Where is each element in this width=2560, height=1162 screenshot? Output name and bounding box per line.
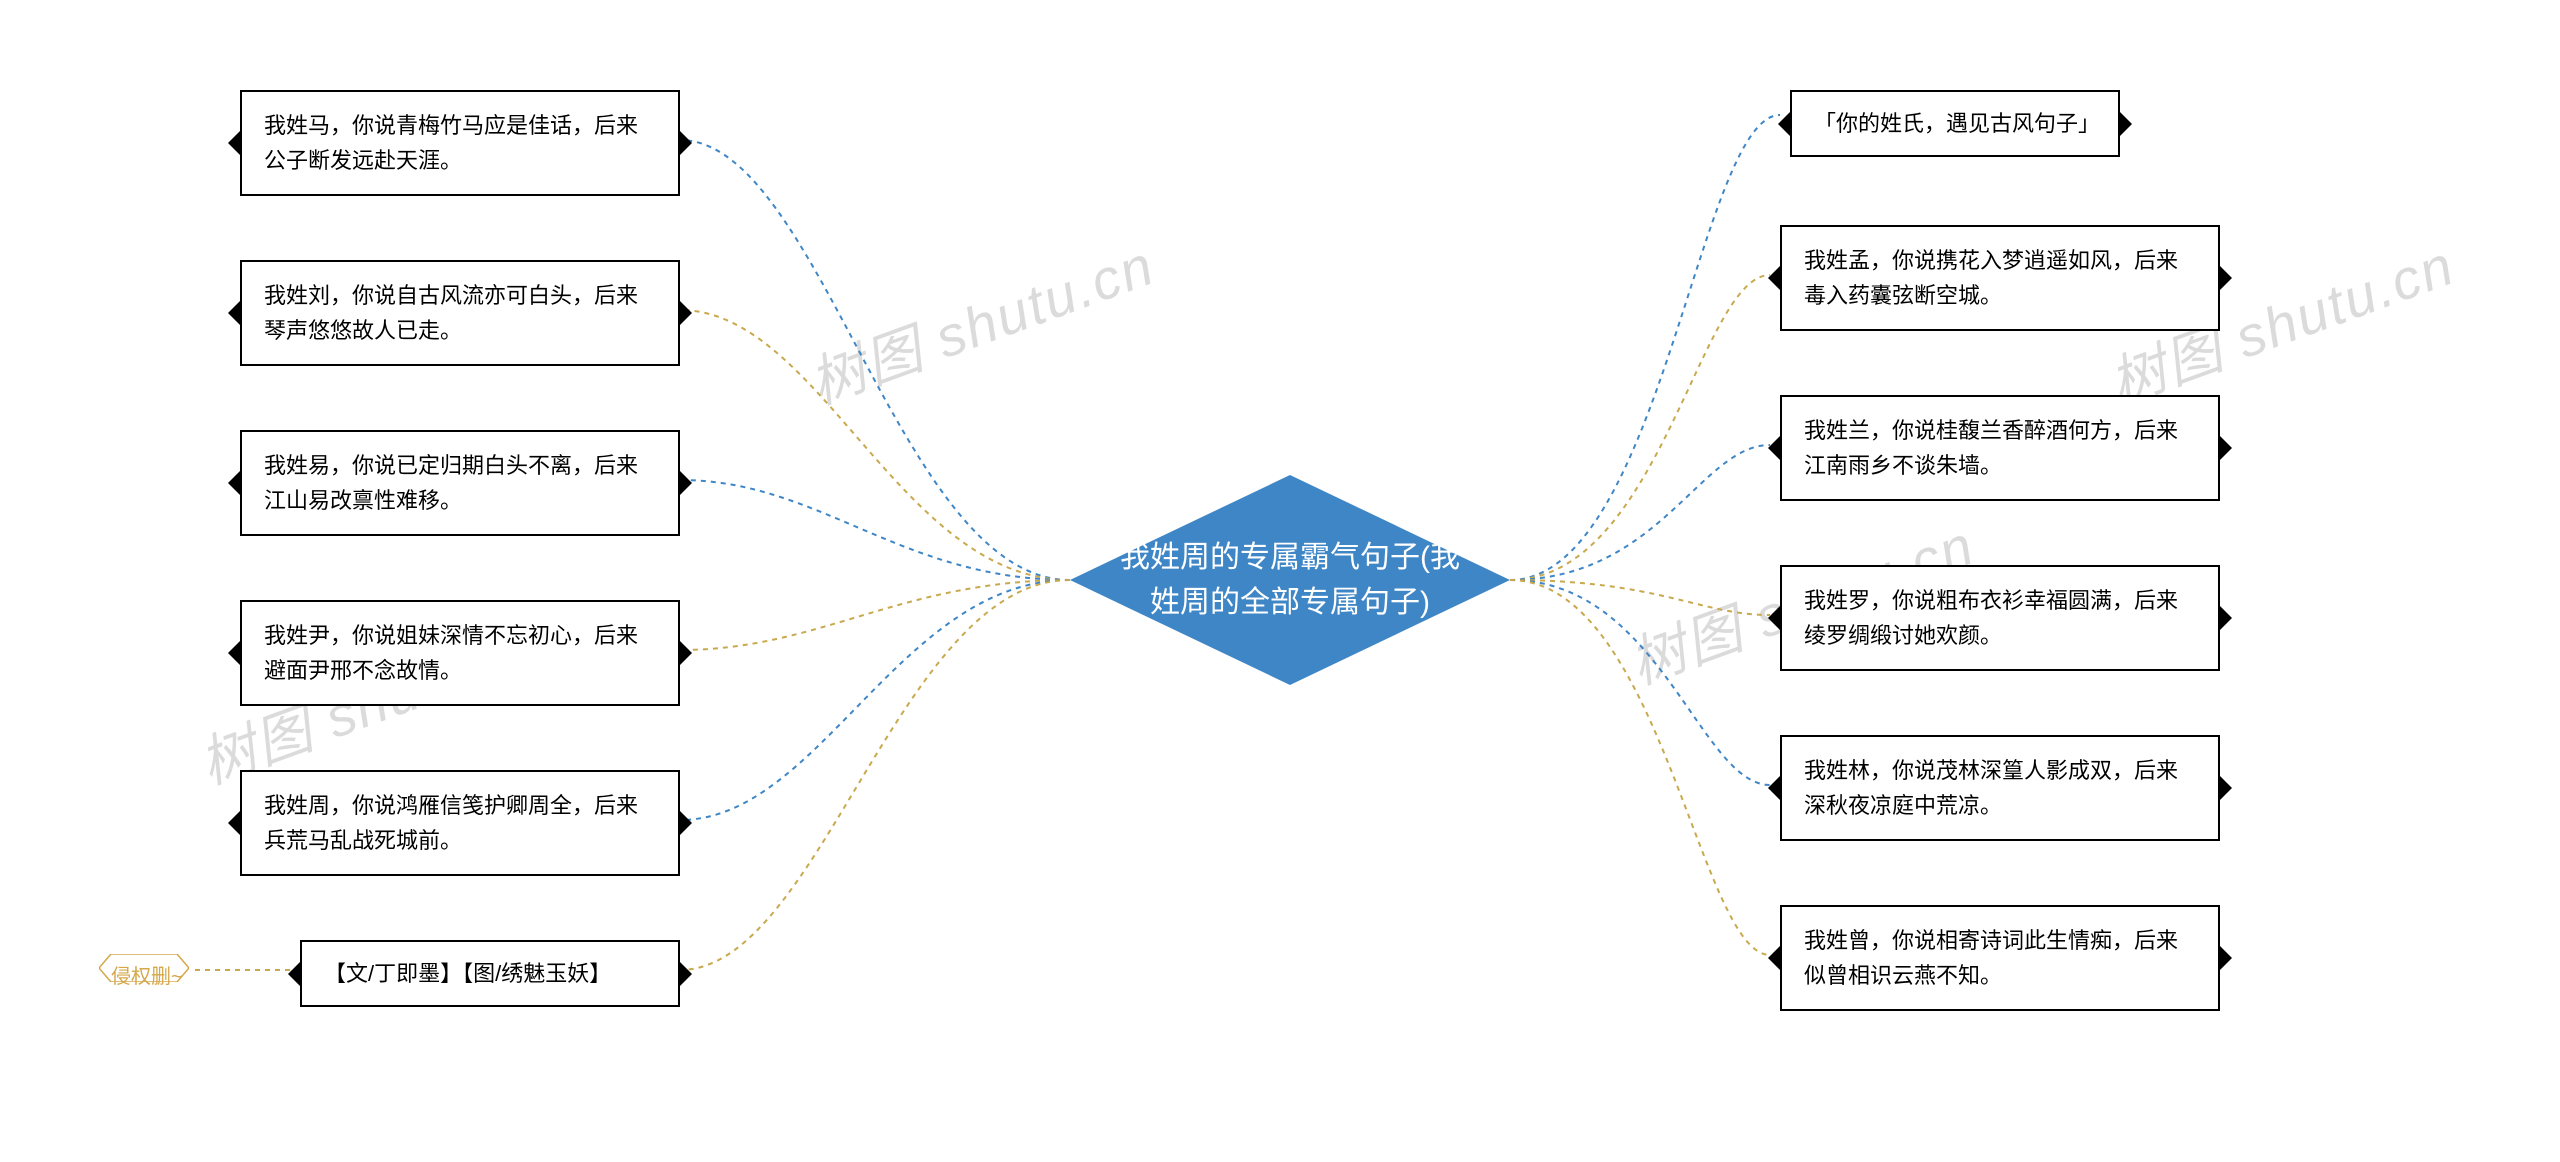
node-text: 我姓易，你说已定归期白头不离，后来江山易改禀性难移。 (264, 453, 638, 513)
node-text: 我姓曾，你说相寄诗词此生情痴，后来似曾相识云燕不知。 (1804, 928, 2178, 988)
left-node-3[interactable]: 我姓尹，你说姐妹深情不忘初心，后来避面尹邢不念故情。 (240, 600, 680, 706)
left-node-4[interactable]: 我姓周，你说鸿雁信笺护卿周全，后来兵荒马乱战死城前。 (240, 770, 680, 876)
right-node-4[interactable]: 我姓林，你说茂林深篁人影成双，后来深秋夜凉庭中荒凉。 (1780, 735, 2220, 841)
right-node-3[interactable]: 我姓罗，你说粗布衣衫幸福圆满，后来绫罗绸缎讨她欢颜。 (1780, 565, 2220, 671)
node-text: 【文/丁即墨】【图/绣魅玉妖】 (324, 961, 611, 986)
left-node-2[interactable]: 我姓易，你说已定归期白头不离，后来江山易改禀性难移。 (240, 430, 680, 536)
right-node-1[interactable]: 我姓孟，你说携花入梦逍遥如风，后来毒入药囊弦断空城。 (1780, 225, 2220, 331)
left-node-1[interactable]: 我姓刘，你说自古风流亦可白头，后来琴声悠悠故人已走。 (240, 260, 680, 366)
node-text: 我姓周，你说鸿雁信笺护卿周全，后来兵荒马乱战死城前。 (264, 793, 638, 853)
center-topic-text: 我姓周的专属霸气句子(我姓周的全部专属句子) (1120, 535, 1460, 625)
node-text: 我姓孟，你说携花入梦逍遥如风，后来毒入药囊弦断空城。 (1804, 248, 2178, 308)
right-node-2[interactable]: 我姓兰，你说桂馥兰香醉酒何方，后来江南雨乡不谈朱墙。 (1780, 395, 2220, 501)
node-text: 我姓兰，你说桂馥兰香醉酒何方，后来江南雨乡不谈朱墙。 (1804, 418, 2178, 478)
left-node-0[interactable]: 我姓马，你说青梅竹马应是佳话，后来公子断发远赴天涯。 (240, 90, 680, 196)
node-text: 我姓马，你说青梅竹马应是佳话，后来公子断发远赴天涯。 (264, 113, 638, 173)
node-text: 我姓林，你说茂林深篁人影成双，后来深秋夜凉庭中荒凉。 (1804, 758, 2178, 818)
node-text: 「你的姓氏，遇见古风句子」 (1814, 111, 2100, 136)
node-text: 我姓刘，你说自古风流亦可白头，后来琴声悠悠故人已走。 (264, 283, 638, 343)
center-topic[interactable]: 我姓周的专属霸气句子(我姓周的全部专属句子) (1070, 475, 1510, 685)
tag-text: 侵权删~ (111, 966, 183, 988)
node-text: 我姓尹，你说姐妹深情不忘初心，后来避面尹邢不念故情。 (264, 623, 638, 683)
right-node-0[interactable]: 「你的姓氏，遇见古风句子」 (1790, 90, 2120, 157)
tag-node-notice: 侵权删~ (105, 956, 189, 993)
left-node-5-credits[interactable]: 【文/丁即墨】【图/绣魅玉妖】 (300, 940, 680, 1007)
right-node-5[interactable]: 我姓曾，你说相寄诗词此生情痴，后来似曾相识云燕不知。 (1780, 905, 2220, 1011)
node-text: 我姓罗，你说粗布衣衫幸福圆满，后来绫罗绸缎讨她欢颜。 (1804, 588, 2178, 648)
